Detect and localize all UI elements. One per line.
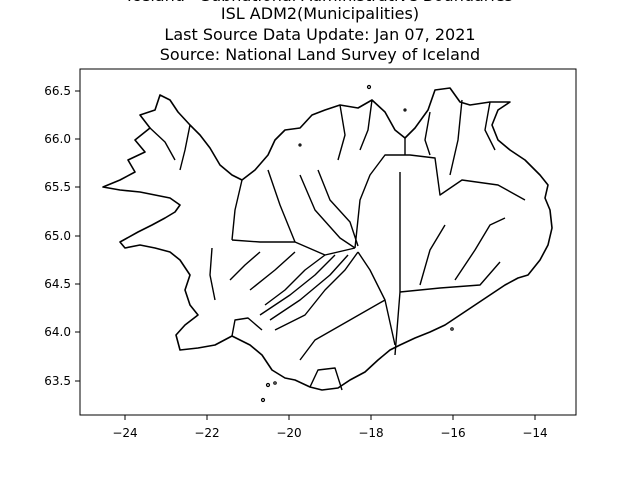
y-tick-label: 65.0: [44, 229, 71, 243]
chart-title-line-3: Source: National Land Survey of Iceland: [159, 45, 481, 64]
chart-title-line-1: ISL ADM2(Municipalities): [220, 4, 420, 23]
boundary-line: [229, 251, 261, 281]
x-tick-label: −16: [440, 426, 465, 440]
boundary-line: [419, 224, 446, 286]
boundary-line: [309, 367, 343, 391]
boundary-line: [249, 251, 296, 291]
x-tick-label: −14: [522, 426, 547, 440]
chart-title-line-0: Iceland - Subnational Administrative Bou…: [0, 0, 640, 5]
island: [403, 108, 407, 112]
island: [450, 327, 454, 331]
y-tick-label: 64.0: [44, 325, 71, 339]
x-tick-label: −22: [194, 426, 219, 440]
boundary-line: [357, 251, 396, 346]
boundary-line: [449, 99, 463, 176]
boundary-line: [299, 174, 356, 249]
boundary-line: [359, 99, 373, 151]
x-axis: −24 −22 −20 −18 −16 −14: [112, 415, 548, 440]
island: [273, 381, 277, 385]
boundary-line: [299, 299, 386, 361]
municipality-boundaries: [149, 99, 526, 391]
boundary-line: [317, 169, 359, 247]
x-tick-label: −18: [358, 426, 383, 440]
boundary-line: [394, 172, 401, 356]
y-tick-label: 66.0: [44, 132, 71, 146]
boundary-line: [264, 254, 326, 306]
y-tick-label: 63.5: [44, 374, 71, 388]
island: [265, 382, 271, 388]
x-tick-label: −20: [276, 426, 301, 440]
boundary-line: [259, 254, 336, 316]
boundary-line: [424, 111, 431, 156]
island: [260, 397, 266, 403]
boundary-line: [454, 217, 506, 281]
boundary-line: [267, 169, 296, 243]
y-axis: 66.5 66.0 65.5 65.0 64.5 64.0 63.5: [44, 84, 80, 388]
boundary-line: [484, 101, 496, 151]
boundary-line: [231, 317, 263, 337]
islands: [260, 84, 454, 403]
map-plot-area: [102, 84, 553, 403]
boundary-line: [269, 254, 349, 321]
island: [298, 143, 302, 147]
iceland-coastline: [102, 87, 553, 391]
boundary-line: [231, 179, 243, 241]
boundary-line: [399, 261, 501, 293]
boundary-line: [149, 127, 176, 161]
y-tick-label: 65.5: [44, 180, 71, 194]
x-tick-label: −24: [112, 426, 137, 440]
boundary-line: [179, 124, 191, 171]
axes-frame: [79, 68, 577, 416]
boundary-line: [354, 154, 526, 249]
boundary-line: [209, 247, 216, 301]
chart-title-line-2: Last Source Data Update: Jan 07, 2021: [164, 25, 476, 44]
island: [366, 84, 372, 90]
boundary-line: [274, 251, 359, 331]
boundary-line: [337, 104, 346, 161]
y-tick-label: 66.5: [44, 84, 71, 98]
y-tick-label: 64.5: [44, 277, 71, 291]
